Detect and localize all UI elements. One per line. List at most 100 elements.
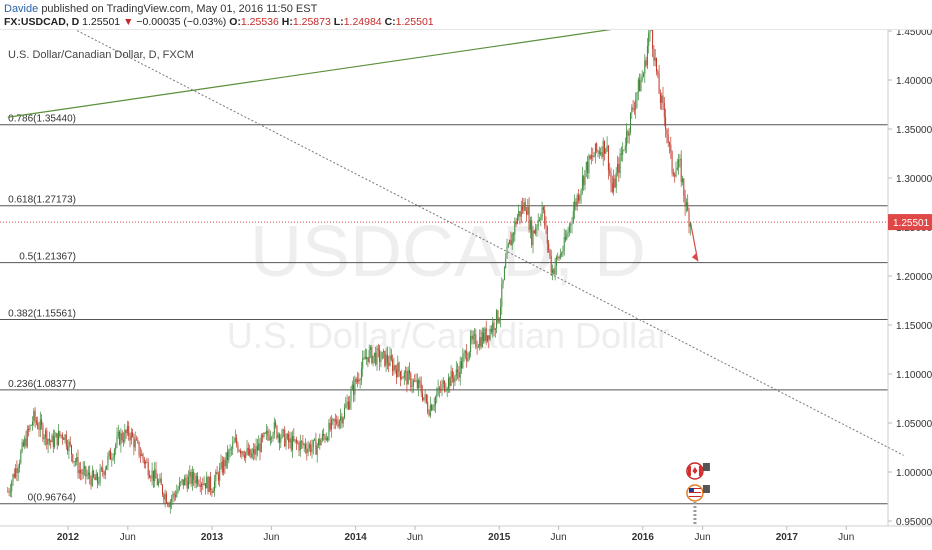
candle-body xyxy=(199,484,201,487)
candle-body xyxy=(189,471,191,477)
candle-body xyxy=(553,269,555,274)
publish-line: Davide published on TradingView.com, May… xyxy=(4,3,317,15)
candle xyxy=(134,431,136,452)
candle-body xyxy=(99,469,101,483)
candle xyxy=(353,376,355,403)
candle-body xyxy=(141,453,143,456)
candle-body xyxy=(206,477,208,489)
candle xyxy=(241,450,243,459)
candle-body xyxy=(191,471,193,484)
candle-body xyxy=(269,437,271,440)
candle-body xyxy=(210,476,212,491)
candle-body xyxy=(386,354,388,363)
candle xyxy=(117,425,119,439)
event-markers[interactable] xyxy=(686,462,710,525)
candle xyxy=(60,434,62,439)
candle-body xyxy=(106,465,108,470)
candle xyxy=(450,365,452,386)
candle xyxy=(394,364,396,374)
candle xyxy=(294,439,296,444)
candle-body xyxy=(177,489,179,492)
candle-body xyxy=(158,481,160,485)
projection-arrow-line[interactable] xyxy=(689,221,699,262)
candle-body xyxy=(501,284,503,307)
candle xyxy=(282,428,284,438)
candle-body xyxy=(571,222,573,225)
candle xyxy=(246,439,248,456)
candle-body xyxy=(567,231,569,235)
trend-lines[interactable] xyxy=(0,30,904,456)
candle-body xyxy=(151,470,153,479)
candle xyxy=(492,317,494,338)
candle xyxy=(632,100,634,112)
candle xyxy=(80,461,82,481)
watermark-symbol: USDCAD, D xyxy=(250,212,646,292)
candle xyxy=(195,472,197,489)
candle-body xyxy=(380,359,382,362)
candle xyxy=(613,169,615,196)
candle xyxy=(562,245,564,258)
candle xyxy=(130,427,132,445)
candle-body xyxy=(241,451,243,454)
candle-body xyxy=(64,434,66,440)
candle xyxy=(91,465,93,487)
author-link[interactable]: Davide xyxy=(4,3,39,15)
candle xyxy=(292,430,294,459)
candle xyxy=(147,458,149,480)
candle-body xyxy=(172,493,174,500)
x-tick-label: Jun xyxy=(838,532,854,543)
candle xyxy=(341,412,343,429)
candle xyxy=(110,447,112,460)
candle-body xyxy=(411,385,413,388)
candle xyxy=(337,416,339,429)
candle-body xyxy=(597,150,599,152)
candle-body xyxy=(204,483,206,489)
candle-body xyxy=(592,155,594,158)
candle xyxy=(674,172,676,183)
x-tick-label: Jun xyxy=(551,532,567,543)
candle-body xyxy=(275,422,277,426)
candle-body xyxy=(284,429,286,447)
candle-body xyxy=(250,449,252,458)
canada-flag-icon[interactable] xyxy=(686,462,710,480)
candle xyxy=(432,404,434,411)
candle-body xyxy=(588,155,590,174)
candle-body xyxy=(346,401,348,405)
candle-body xyxy=(303,444,305,446)
candle xyxy=(188,470,190,490)
candle-body xyxy=(549,249,551,256)
candle-body xyxy=(594,143,596,156)
candle-body xyxy=(587,162,589,174)
candle-body xyxy=(307,447,309,453)
price-axis[interactable]: 0.95000 1.00000 1.05000 1.10000 1.15000 1.200… xyxy=(888,30,932,528)
candle xyxy=(97,472,99,489)
candle xyxy=(211,488,213,497)
candle xyxy=(336,415,338,426)
candle-body xyxy=(29,425,31,431)
candle-body xyxy=(61,434,63,439)
y-tick-label: 1.30000 xyxy=(896,174,932,185)
candle-body xyxy=(46,430,48,445)
candle-body xyxy=(489,328,491,340)
candle xyxy=(402,376,404,379)
candle-body xyxy=(193,471,195,480)
candle-body xyxy=(30,425,32,426)
candle xyxy=(639,73,641,92)
candle-body xyxy=(298,443,300,451)
candle xyxy=(519,210,521,225)
candle xyxy=(210,471,212,496)
candle-body xyxy=(195,475,197,484)
us-flag-icon[interactable] xyxy=(686,484,710,502)
candle-body xyxy=(632,107,634,110)
price-chart[interactable]: USDCAD, D U.S. Dollar/Canadian Dollar 1(… xyxy=(0,30,932,550)
green-trend-line[interactable] xyxy=(7,30,904,118)
candle xyxy=(42,422,44,443)
candle-body xyxy=(561,253,563,255)
candle xyxy=(490,325,492,335)
candle-body xyxy=(315,439,317,455)
event-badge xyxy=(702,485,710,493)
candle xyxy=(520,200,522,223)
time-axis[interactable]: 2012 Jun 2013 Jun 2014 Jun 2015 Jun 2016 Jun 2017 J… xyxy=(57,526,854,543)
candle-body xyxy=(528,206,530,230)
candle-body xyxy=(249,449,251,455)
